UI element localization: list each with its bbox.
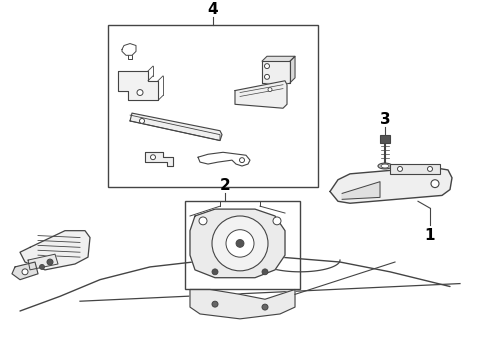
Circle shape — [236, 239, 244, 247]
Polygon shape — [28, 254, 58, 270]
Text: 1: 1 — [425, 228, 435, 243]
Circle shape — [427, 167, 433, 171]
Text: 3: 3 — [380, 112, 391, 127]
Circle shape — [265, 64, 270, 68]
Circle shape — [140, 118, 145, 123]
Circle shape — [431, 180, 439, 188]
Polygon shape — [290, 56, 295, 83]
Circle shape — [268, 87, 272, 91]
Circle shape — [212, 269, 218, 275]
Circle shape — [40, 265, 45, 269]
Bar — [390, 164, 440, 174]
Circle shape — [212, 216, 268, 271]
Circle shape — [262, 304, 268, 310]
Circle shape — [150, 155, 155, 159]
Circle shape — [47, 259, 53, 265]
Polygon shape — [130, 113, 222, 140]
Circle shape — [397, 167, 402, 171]
Circle shape — [137, 90, 143, 95]
Bar — [380, 135, 390, 143]
Polygon shape — [235, 81, 287, 108]
Circle shape — [199, 217, 207, 225]
Circle shape — [226, 230, 254, 257]
Circle shape — [212, 301, 218, 307]
Bar — [108, 25, 318, 186]
Polygon shape — [190, 209, 285, 278]
Circle shape — [240, 158, 245, 163]
Polygon shape — [145, 152, 173, 166]
Polygon shape — [262, 56, 295, 61]
Circle shape — [265, 75, 270, 79]
Polygon shape — [20, 231, 90, 270]
Polygon shape — [190, 289, 295, 319]
Circle shape — [262, 269, 268, 275]
Text: 2: 2 — [220, 179, 230, 193]
Bar — [185, 201, 300, 289]
Polygon shape — [12, 262, 38, 280]
Circle shape — [22, 269, 28, 275]
Circle shape — [273, 217, 281, 225]
Polygon shape — [330, 167, 452, 203]
Text: 4: 4 — [208, 2, 219, 17]
Ellipse shape — [381, 164, 389, 168]
Polygon shape — [342, 182, 380, 199]
Polygon shape — [264, 83, 284, 96]
Ellipse shape — [378, 163, 392, 169]
Polygon shape — [262, 61, 290, 83]
Polygon shape — [118, 71, 158, 100]
